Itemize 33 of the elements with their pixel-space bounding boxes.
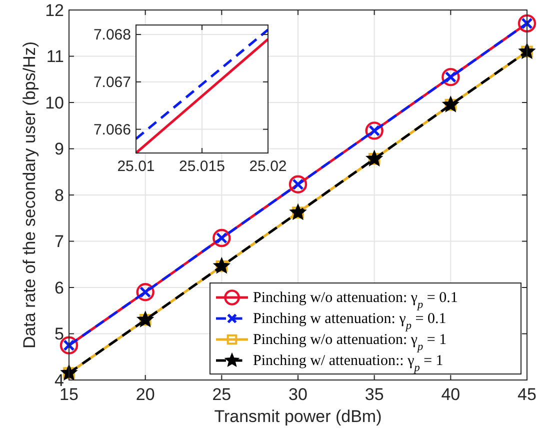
x-tick-label: 45 bbox=[518, 385, 536, 404]
legend-label: Pinching w/o attenuation: γ$_{p}$ = 1 bbox=[253, 332, 447, 353]
legend-label: Pinching w/ attenuation:: γ$_{p}$ = 1 bbox=[253, 353, 444, 374]
y-tick-label: 7 bbox=[54, 232, 64, 252]
y-tick-label: 11 bbox=[46, 47, 64, 66]
x-tick-label: 25 bbox=[212, 385, 232, 404]
point bbox=[442, 68, 460, 86]
point bbox=[518, 14, 536, 32]
x-tick-label: 25.02 bbox=[249, 158, 287, 175]
x-tick-label: 25.01 bbox=[117, 158, 155, 175]
point bbox=[288, 175, 308, 194]
y-axis-title: Data rate of the secondary user (bps/Hz) bbox=[20, 41, 39, 349]
y-tick-label: 9 bbox=[54, 140, 64, 159]
x-tick-label: 20 bbox=[136, 385, 155, 404]
x-axis-title: Transmit power (dBm) bbox=[214, 407, 382, 426]
y-tick-label: 12 bbox=[45, 0, 64, 20]
y-tick-label: 7.068 bbox=[93, 26, 131, 44]
x-tick-label: 35 bbox=[364, 385, 384, 404]
x-tick-label: 30 bbox=[288, 385, 308, 404]
point bbox=[136, 283, 154, 302]
y-tick-label: 7.067 bbox=[93, 74, 131, 92]
y-tick-label: 6 bbox=[54, 278, 64, 298]
y-tick-label: 10 bbox=[45, 93, 64, 112]
x-tick-label: 40 bbox=[441, 385, 460, 404]
legend-label: Pinching w/o attenuation: γ$_{p}$ = 0.1 bbox=[253, 290, 458, 311]
y-tick-label: 8 bbox=[54, 186, 64, 205]
legend-label: Pinching w attenuation: γ$_{p}$ = 0.1 bbox=[253, 311, 446, 332]
y-tick-label: 5 bbox=[54, 324, 64, 344]
point bbox=[366, 150, 382, 166]
point bbox=[365, 122, 384, 140]
point bbox=[212, 228, 231, 248]
y-tick-label: 7.066 bbox=[93, 122, 131, 139]
x-tick-label: 25.015 bbox=[179, 158, 225, 175]
